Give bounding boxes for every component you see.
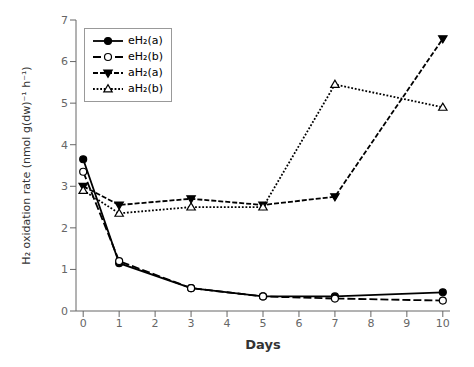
html-text:aH₂(b): aH₂(b) bbox=[128, 82, 163, 95]
svg-text:3: 3 bbox=[188, 317, 195, 330]
svg-text:0: 0 bbox=[61, 305, 68, 318]
svg-text:7: 7 bbox=[61, 14, 68, 27]
svg-text:Days: Days bbox=[245, 337, 281, 352]
svg-text:9: 9 bbox=[403, 317, 410, 330]
html-text:eH₂(a): eH₂(a) bbox=[128, 34, 163, 47]
svg-text:5: 5 bbox=[260, 317, 267, 330]
svg-text:2: 2 bbox=[152, 317, 159, 330]
svg-text:1: 1 bbox=[61, 263, 68, 276]
svg-text:H₂ oxidation rate (nmol g(dw)⁻: H₂ oxidation rate (nmol g(dw)⁻¹ h⁻¹) bbox=[20, 66, 33, 264]
svg-text:4: 4 bbox=[224, 317, 231, 330]
svg-text:6: 6 bbox=[61, 55, 68, 68]
svg-text:0: 0 bbox=[80, 317, 87, 330]
svg-text:7: 7 bbox=[331, 317, 338, 330]
svg-text:4: 4 bbox=[61, 139, 68, 152]
svg-text:8: 8 bbox=[367, 317, 374, 330]
svg-text:10: 10 bbox=[436, 317, 450, 330]
svg-text:3: 3 bbox=[61, 180, 68, 193]
svg-text:2: 2 bbox=[61, 222, 68, 235]
svg-text:6: 6 bbox=[295, 317, 302, 330]
html-text:eH₂(b): eH₂(b) bbox=[128, 50, 163, 63]
svg-text:5: 5 bbox=[61, 97, 68, 110]
svg-text:1: 1 bbox=[116, 317, 123, 330]
html-text:aH₂(a): aH₂(a) bbox=[128, 66, 163, 79]
